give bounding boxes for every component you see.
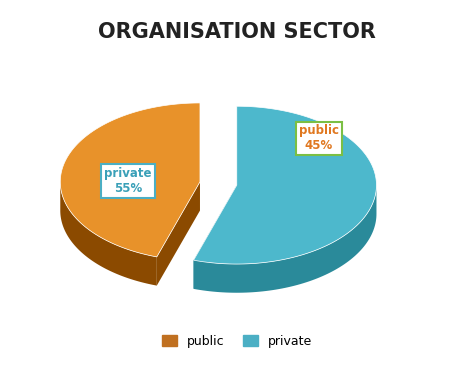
Polygon shape bbox=[157, 182, 200, 286]
Text: private
55%: private 55% bbox=[104, 167, 152, 195]
Legend: public, private: public, private bbox=[157, 330, 317, 353]
Polygon shape bbox=[60, 103, 200, 257]
Polygon shape bbox=[193, 185, 237, 289]
Polygon shape bbox=[193, 185, 376, 293]
Text: public
45%: public 45% bbox=[299, 124, 339, 152]
Polygon shape bbox=[193, 106, 376, 264]
Text: ORGANISATION SECTOR: ORGANISATION SECTOR bbox=[98, 22, 376, 42]
Polygon shape bbox=[60, 182, 157, 286]
